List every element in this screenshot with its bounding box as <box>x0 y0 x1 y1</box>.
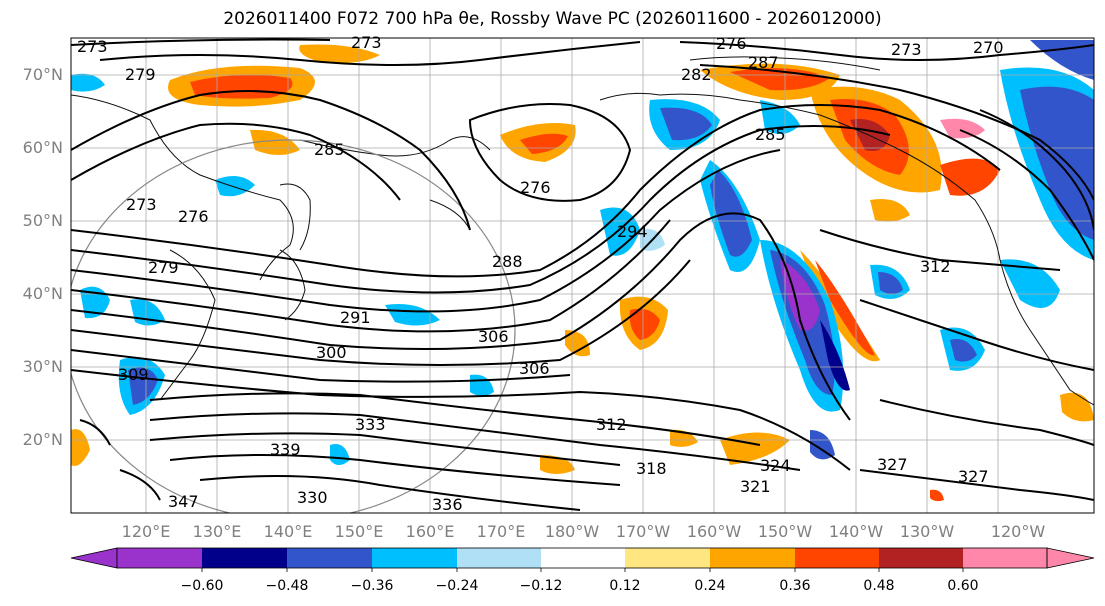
lon-label: 130°W <box>900 522 955 541</box>
lat-label: 20°N <box>23 430 63 449</box>
lon-label: 160°E <box>406 522 455 541</box>
longitude-labels: 120°E 130°E 140°E 150°E 160°E 170°E 180°… <box>122 522 1046 541</box>
colorbar-segment <box>879 548 963 568</box>
anomaly-shading <box>71 40 1094 502</box>
contour-label: 294 <box>617 222 648 241</box>
colorbar-tick: −0.24 <box>436 578 479 594</box>
lat-label: 40°N <box>23 284 63 303</box>
contour-label: 336 <box>432 495 463 514</box>
contour-label: 273 <box>126 195 157 214</box>
contour-label: 273 <box>351 33 382 52</box>
contour-label: 279 <box>125 65 156 84</box>
contour-label: 276 <box>520 178 551 197</box>
lon-label: 160°W <box>687 522 742 541</box>
colorbar-tick: −0.60 <box>181 578 224 594</box>
contour-label: 324 <box>760 456 791 475</box>
colorbar-tick: −0.48 <box>266 578 309 594</box>
colorbar-outline <box>116 547 1048 569</box>
contour-label: 312 <box>920 257 951 276</box>
lon-label: 120°W <box>991 522 1046 541</box>
lon-label: 140°E <box>264 522 313 541</box>
contour-label: 333 <box>355 415 386 434</box>
colorbar-segment <box>457 548 541 568</box>
theta-e-contours <box>71 38 1094 511</box>
contour-label: 285 <box>755 125 786 144</box>
colorbar-tick: −0.36 <box>351 578 394 594</box>
contour-label: 285 <box>314 140 345 159</box>
colorbar-tick: −0.12 <box>520 578 563 594</box>
contour-label: 309 <box>118 365 149 384</box>
lon-label: 150°E <box>335 522 384 541</box>
contour-label: 276 <box>178 207 209 226</box>
colorbar-segment <box>963 548 1047 568</box>
contour-label: 306 <box>519 359 550 378</box>
contour-label: 347 <box>168 492 199 511</box>
contour-label: 327 <box>877 455 908 474</box>
contour-label: 279 <box>148 258 179 277</box>
colorbar-tick: 0.60 <box>947 578 978 594</box>
contour-label: 306 <box>478 327 509 346</box>
lon-label: 120°E <box>122 522 171 541</box>
colorbar-segment <box>541 548 625 568</box>
lon-label: 150°W <box>758 522 813 541</box>
colorbar-tick: 0.12 <box>609 578 640 594</box>
lon-label: 170°W <box>616 522 671 541</box>
lon-label: 180°W <box>545 522 600 541</box>
colorbar-tick: 0.36 <box>779 578 810 594</box>
contour-label: 300 <box>316 343 347 362</box>
reference-circle <box>71 139 516 513</box>
colorbar-extend-min <box>70 547 118 569</box>
colorbar-segment <box>795 548 879 568</box>
colorbar: −0.60 −0.48 −0.36 −0.24 −0.12 0.12 0.24 … <box>70 547 1095 594</box>
contour-label: 330 <box>297 488 328 507</box>
latitude-labels: 70°N 60°N 50°N 40°N 30°N 20°N <box>23 65 63 449</box>
contour-label: 270 <box>973 38 1004 57</box>
contour-label: 318 <box>636 459 667 478</box>
colorbar-extend-max <box>1046 547 1095 569</box>
lat-label: 70°N <box>23 65 63 84</box>
colorbar-tick: 0.24 <box>694 578 725 594</box>
contour-label: 276 <box>716 34 747 53</box>
contour-label: 321 <box>740 477 771 496</box>
colorbar-segment <box>287 548 372 568</box>
lat-label: 30°N <box>23 357 63 376</box>
contour-label: 327 <box>958 467 989 486</box>
map-title: 2026011400 F072 700 hPa θe, Rossby Wave … <box>223 9 882 29</box>
contour-label: 288 <box>492 252 523 271</box>
lon-label: 130°E <box>193 522 242 541</box>
colorbar-tick: 0.48 <box>863 578 894 594</box>
colorbar-segment <box>710 548 795 568</box>
lon-label: 170°E <box>477 522 526 541</box>
colorbar-segment <box>625 548 710 568</box>
colorbar-segment <box>117 548 202 568</box>
contour-label: 273 <box>891 40 922 59</box>
colorbar-segment <box>372 548 457 568</box>
lat-label: 50°N <box>23 211 63 230</box>
colorbar-segment <box>202 548 287 568</box>
lat-label: 60°N <box>23 138 63 157</box>
contour-label: 291 <box>340 308 371 327</box>
map-frame <box>70 37 1095 514</box>
lon-label: 140°W <box>829 522 884 541</box>
contour-label: 339 <box>270 440 301 459</box>
contour-label: 287 <box>748 53 779 72</box>
contour-label: 273 <box>77 37 108 56</box>
contour-label: 312 <box>596 415 627 434</box>
contour-label: 282 <box>681 65 712 84</box>
